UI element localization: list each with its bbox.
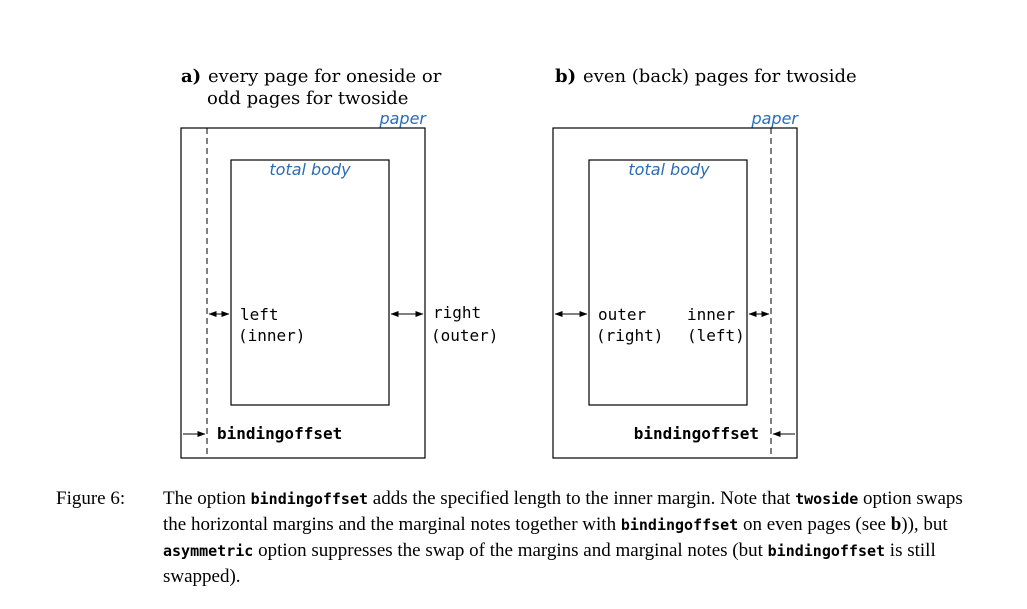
panel-b-letter: b)	[555, 66, 576, 87]
panel-b-title-line1: even (back) pages for twoside	[583, 66, 857, 87]
panel-a-right-label: right	[433, 303, 481, 322]
panel-b-outer-sub: (right)	[596, 326, 663, 345]
caption-code-bindingoffset: bindingoffset	[250, 490, 369, 508]
panel-a-left-sub: (inner)	[238, 326, 305, 345]
panel-b-inner-sub: (left)	[687, 326, 745, 345]
panel-a-title-line2: odd pages for twoside	[207, 88, 408, 109]
panel-a: a) every page for oneside or odd pages f…	[180, 66, 498, 459]
panel-a-body-rect	[230, 159, 390, 406]
panel-a-title-line1: every page for oneside or	[208, 66, 442, 87]
panel-a-left-label: left	[240, 305, 279, 324]
panel-a-body-label: total body	[269, 160, 351, 179]
panel-b-outer-label: outer	[598, 305, 647, 324]
caption-code-twoside: twoside	[795, 490, 859, 508]
panel-a-letter: a)	[181, 66, 201, 87]
panel-b: b) even (back) pages for twoside paper t…	[552, 66, 857, 459]
panel-b-paper-label: paper	[750, 109, 799, 128]
panel-b-binding-label: bindingoffset	[634, 424, 759, 443]
caption-text-1: The option	[163, 488, 251, 509]
caption-text-3: option swaps the horizontal margins and …	[163, 488, 963, 535]
caption-label: Figure 6:	[56, 488, 126, 509]
panel-a-paper-label: paper	[378, 109, 427, 128]
panel-b-inner-label: inner	[687, 305, 736, 324]
caption-text-7: is still swapped).	[163, 540, 936, 587]
caption-ref-b: b	[890, 514, 902, 535]
panel-b-body-label: total body	[628, 160, 710, 179]
panel-a-binding-label: bindingoffset	[217, 424, 342, 443]
caption-text-4: on even pages (see	[738, 514, 891, 535]
caption-code-asymmetric: asymmetric	[163, 542, 254, 560]
caption-text-2: adds the specified length to the inner m…	[368, 488, 796, 509]
caption-code-bindingoffset-3: bindingoffset	[767, 542, 886, 560]
caption-text-6: option suppresses the swap of the margin…	[253, 540, 768, 561]
panel-a-paper-rect	[180, 127, 426, 459]
panel-a-right-sub: (outer)	[431, 326, 498, 345]
panel-b-body-rect	[588, 159, 748, 406]
caption-text: The option bindingoffset adds the specif…	[163, 486, 983, 589]
caption-text-5: )), but	[901, 514, 948, 535]
panel-b-paper-rect	[552, 127, 798, 459]
caption-code-bindingoffset-2: bindingoffset	[620, 516, 739, 534]
